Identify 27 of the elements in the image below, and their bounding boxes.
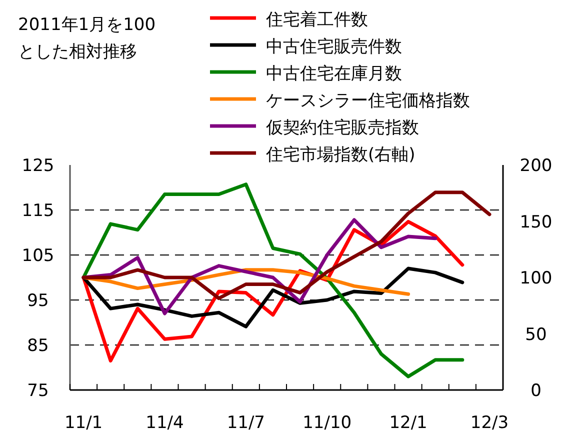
legend-label: 住宅市場指数(右軸) [265, 145, 416, 165]
x-tick-label: 11/10 [302, 413, 352, 433]
y-tick-label: 85 [27, 336, 49, 356]
legend-label: ケースシラー住宅価格指数 [266, 91, 470, 111]
y-tick-label: 105 [22, 246, 54, 266]
legend-label: 中古住宅販売件数 [266, 37, 402, 57]
y-tick-label: 125 [22, 156, 54, 176]
x-tick-label: 11/4 [146, 413, 184, 433]
y2-tick-label: 0 [530, 381, 542, 401]
line-series [82, 190, 492, 300]
x-tick-label: 12/1 [389, 413, 428, 433]
x-tick-label: 11/7 [226, 413, 265, 433]
y2-tick-label: 50 [525, 324, 547, 345]
y-tick-label: 95 [27, 291, 49, 311]
y2-tick-label: 150 [520, 212, 552, 232]
legend-label: 住宅着工件数 [265, 10, 368, 30]
y-tick-label: 115 [22, 201, 54, 221]
legend-label: 仮契約住宅販売指数 [265, 118, 419, 138]
legend-label: 中古住宅在庫月数 [266, 64, 402, 84]
line-series [82, 218, 438, 316]
x-tick-label: 11/1 [64, 413, 103, 433]
x-tick-label: 12/3 [470, 413, 509, 433]
y-tick-label: 75 [27, 381, 49, 401]
y2-tick-label: 100 [520, 268, 552, 288]
y2-tick-label: 200 [520, 156, 552, 176]
chart-title: 2011年1月を100 とした相対推移 [18, 15, 156, 62]
line-series [82, 182, 464, 378]
